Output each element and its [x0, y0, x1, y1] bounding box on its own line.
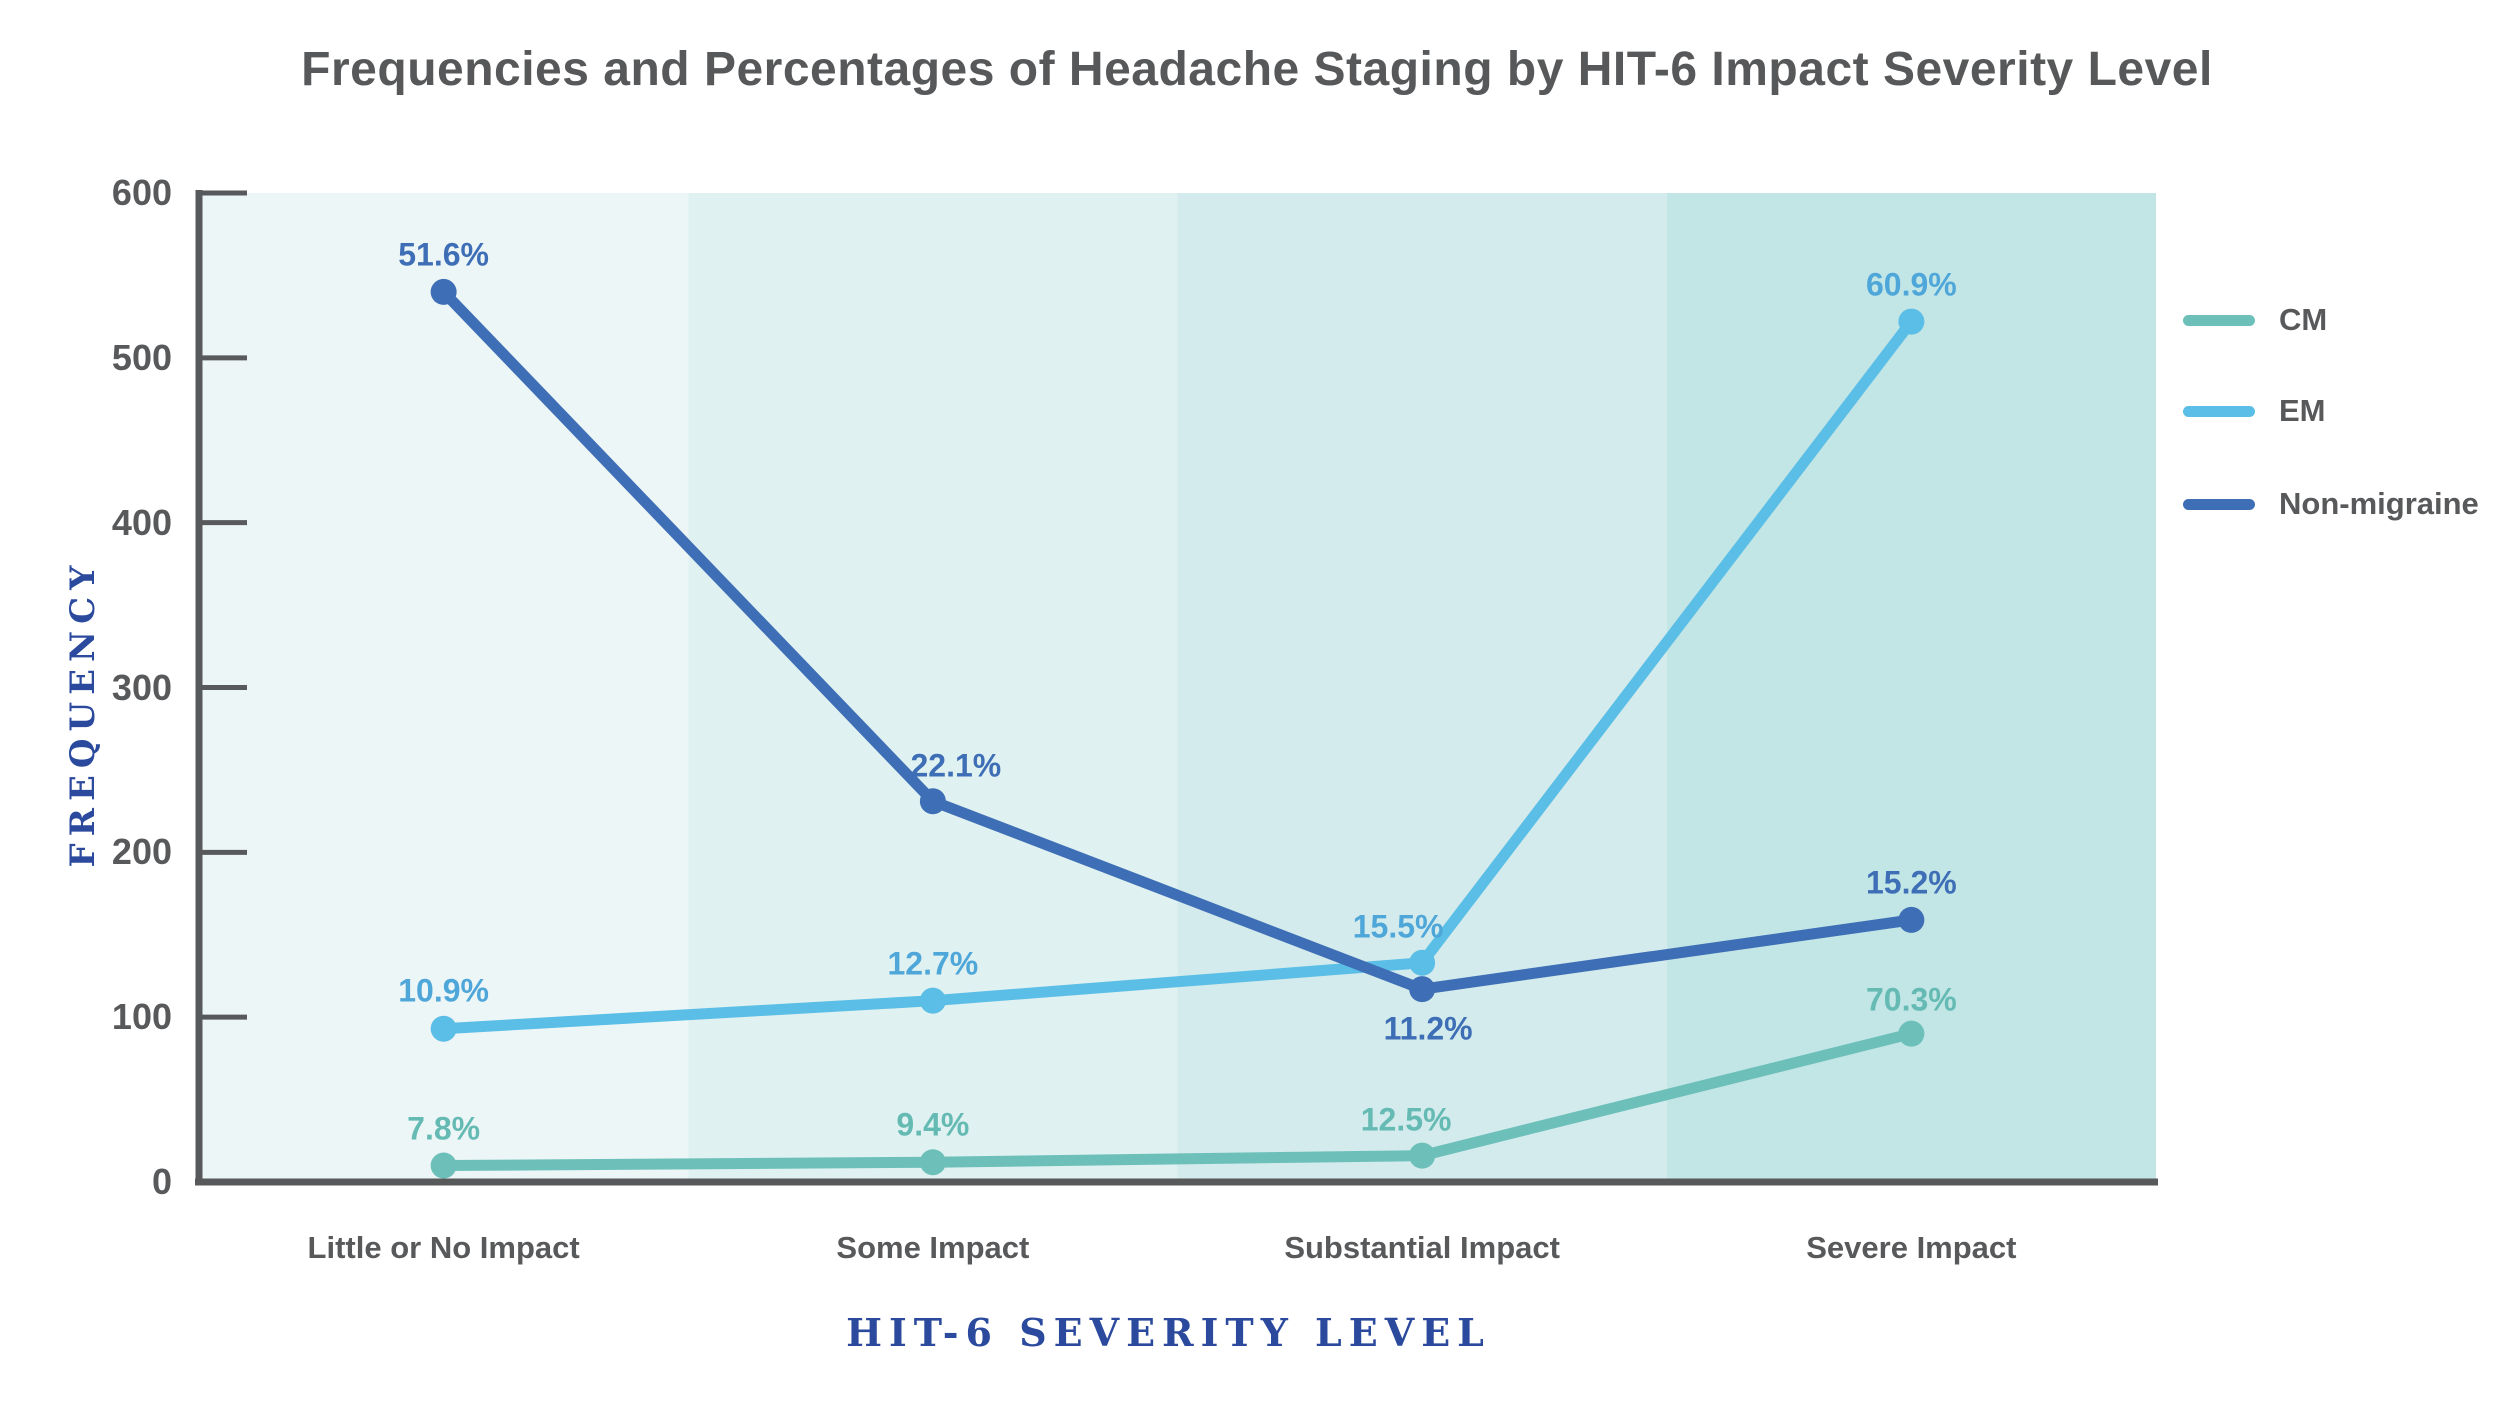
data-label-em: 12.7% — [887, 945, 979, 982]
legend-swatch-cm-icon — [2183, 314, 2255, 326]
data-point-non-migraine — [430, 278, 457, 305]
chart-title: Frequencies and Percentages of Headache … — [301, 43, 2213, 96]
data-point-non-migraine — [1898, 906, 1925, 933]
category-label: Substantial Impact — [1284, 1230, 1560, 1265]
y-tick-label: 100 — [111, 996, 172, 1038]
y-tick-label: 0 — [151, 1161, 172, 1202]
data-point-cm — [1898, 1020, 1925, 1047]
legend-item-non-migraine: Non-migraine — [2183, 482, 2479, 526]
legend-item-cm: CM — [2183, 298, 2327, 342]
y-tick-label: 200 — [111, 831, 172, 873]
series-line-em — [438, 316, 1917, 1035]
data-point-cm — [1409, 1142, 1436, 1169]
plot-band-4 — [1666, 193, 2156, 1182]
y-tick-label: 300 — [111, 666, 172, 708]
legend-swatch-non-migraine-icon — [2183, 498, 2255, 510]
data-point-em — [1898, 308, 1925, 335]
data-label-em: 60.9% — [1866, 266, 1957, 303]
series-line-non-migraine — [438, 286, 1917, 995]
data-point-em — [919, 987, 946, 1014]
category-label: Some Impact — [836, 1230, 1030, 1265]
data-label-em: 15.5% — [1352, 908, 1444, 945]
y-tick-label: 600 — [111, 172, 172, 213]
data-label-non-migraine: 51.6% — [398, 236, 489, 273]
data-label-em: 10.9% — [398, 972, 489, 1009]
data-point-non-migraine — [919, 788, 946, 815]
legend-label-em: EM — [2279, 393, 2326, 428]
legend-swatch-em-icon — [2183, 405, 2255, 417]
data-point-non-migraine — [1409, 976, 1436, 1003]
legend-label-non-migraine: Non-migraine — [2279, 486, 2479, 521]
data-label-non-migraine: 11.2% — [1383, 1010, 1473, 1047]
data-point-em — [1409, 949, 1436, 976]
legend-item-em: EM — [2183, 389, 2326, 433]
data-label-cm: 9.4% — [896, 1106, 970, 1143]
data-label-non-migraine: 22.1% — [910, 747, 1002, 784]
data-label-non-migraine: 15.2% — [1866, 864, 1957, 901]
category-label: Little or No Impact — [307, 1230, 580, 1265]
category-label: Severe Impact — [1806, 1230, 2017, 1265]
plot-band-2 — [688, 193, 1178, 1182]
data-point-em — [430, 1015, 457, 1042]
series-line-cm — [438, 1028, 1917, 1172]
data-label-cm: 12.5% — [1360, 1101, 1452, 1138]
data-point-cm — [919, 1149, 946, 1176]
x-axis-title: HIT-6 SEVERITY LEVEL — [846, 1310, 1491, 1355]
y-tick-label: 400 — [111, 501, 172, 543]
data-point-cm — [430, 1152, 457, 1179]
plot-band-3 — [1177, 193, 1667, 1182]
y-axis-title: FREQUENCY — [63, 558, 103, 867]
data-label-cm: 70.3% — [1866, 981, 1957, 1018]
data-label-cm: 7.8% — [407, 1110, 481, 1147]
y-tick-label: 500 — [111, 336, 172, 378]
legend-label-cm: CM — [2279, 302, 2328, 337]
